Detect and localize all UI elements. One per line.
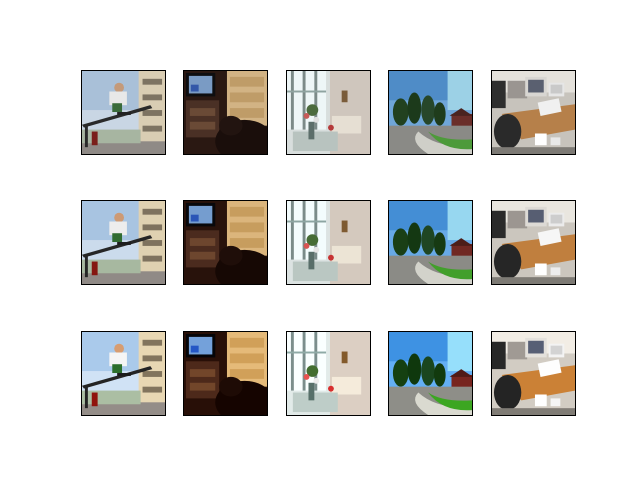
grid-image-outdoor-street-trees-row1 xyxy=(388,70,473,155)
grid-image-dark-room-tv-dresser-row2 xyxy=(183,200,268,285)
grid-image-bright-room-window-flowers-row3 xyxy=(286,331,371,416)
grid-image-bright-room-window-flowers-row2 xyxy=(286,200,371,285)
office-desk-computers-photo xyxy=(492,201,575,284)
grid-image-bright-room-window-flowers-row1 xyxy=(286,70,371,155)
bright-room-window-flowers-photo xyxy=(287,332,370,415)
grid-image-outdoor-street-trees-row3 xyxy=(388,331,473,416)
grid-image-office-desk-computers-row1 xyxy=(491,70,576,155)
skateboarder-rail-photo xyxy=(82,71,165,154)
grid-image-outdoor-street-trees-row2 xyxy=(388,200,473,285)
bright-room-window-flowers-photo xyxy=(287,71,370,154)
outdoor-street-trees-photo xyxy=(389,71,472,154)
dark-room-tv-dresser-photo xyxy=(184,71,267,154)
skateboarder-rail-photo xyxy=(82,332,165,415)
grid-image-skateboarder-rail-row2 xyxy=(81,200,166,285)
bright-room-window-flowers-photo xyxy=(287,201,370,284)
grid-image-dark-room-tv-dresser-row3 xyxy=(183,331,268,416)
grid-image-dark-room-tv-dresser-row1 xyxy=(183,70,268,155)
skateboarder-rail-photo xyxy=(82,201,165,284)
outdoor-street-trees-photo xyxy=(389,201,472,284)
grid-image-office-desk-computers-row3 xyxy=(491,331,576,416)
grid-image-skateboarder-rail-row3 xyxy=(81,331,166,416)
office-desk-computers-photo xyxy=(492,332,575,415)
grid-image-office-desk-computers-row2 xyxy=(491,200,576,285)
grid-image-skateboarder-rail-row1 xyxy=(81,70,166,155)
office-desk-computers-photo xyxy=(492,71,575,154)
dark-room-tv-dresser-photo xyxy=(184,332,267,415)
dark-room-tv-dresser-photo xyxy=(184,201,267,284)
outdoor-street-trees-photo xyxy=(389,332,472,415)
